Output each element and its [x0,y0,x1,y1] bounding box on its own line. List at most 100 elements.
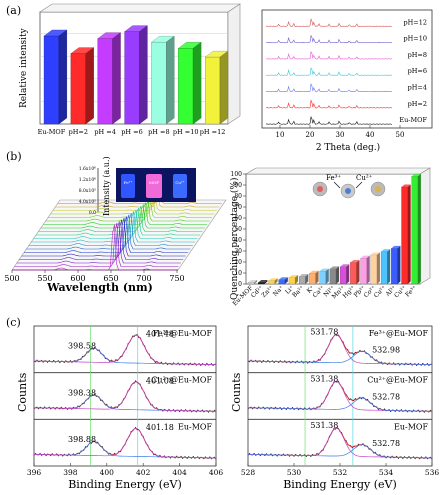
quench-ytick: 80 [234,193,242,200]
quench-bar-top [329,266,340,269]
xps-peak-label-1: 531.78 [310,328,338,337]
quench-bar [380,251,388,285]
spectrum-trace [38,206,203,232]
bar-category-label: Eu-MOF [38,128,66,136]
xrd-trace [265,115,393,125]
quench-bar-side [274,278,278,284]
bar-category-label: pH =4 [94,128,115,136]
bar-front [43,35,60,125]
xps-xtick: 402 [136,468,151,477]
xrd-trace-label: pH=10 [403,35,427,43]
quench-bar-side [284,277,288,284]
spectrum-xtick: 750 [169,274,184,283]
xrd-trace [265,51,393,60]
bar-front [178,48,194,125]
xrd-xtick: 10 [276,131,285,139]
quench-bar [370,254,378,285]
xps-component-2 [33,381,216,412]
quench-bar-top [258,280,268,283]
quench-category-label: Fe³⁺ [404,284,418,298]
xrd-trace-label: pH=4 [408,84,427,92]
bar-front [151,41,167,125]
quench-ytick: 90 [234,182,242,189]
spectrum-trace [28,213,193,246]
quench-ytick: 10 [234,270,242,277]
b-quench-inset-cu: Cu²⁺ [356,174,373,182]
b-xlabel: Wavelength (nm) [46,281,153,294]
c-right-ylabel: Counts [230,372,243,412]
quench-bar-side [407,184,411,284]
c-left-xlabel: Binding Energy (eV) [68,478,182,491]
xrd-trace-label: pH=6 [408,67,427,75]
quench-bar-side [315,270,319,284]
quench-ytick: 50 [234,226,242,233]
spectrum-ztick: 4.0x10⁵ [79,199,96,205]
bar-front [204,56,221,125]
bar-chart-relative-intensity: Eu-MOF pH=2 pH =4 pH =6 pH =8 pH =10 pH =12 Re… [19,3,241,136]
quench-bar-side [366,255,370,284]
quench-bar [319,270,326,285]
quench-bar [350,262,357,285]
xrd-xtick: 50 [396,131,405,139]
quench-bar-side [356,259,360,284]
a-xrd-xlabel: 2 Theta (deg.) [316,142,380,153]
bar-front [124,31,140,125]
spectrum-ztick: 1.6x10⁶ [79,166,96,172]
spectrum-trace [52,195,217,211]
xps-xtick: 532 [333,468,348,477]
spectrum-trace [19,219,184,260]
emission-spectra-3d: 500 550 600 650 700 750 0.0 4.0x10⁵ 8.0x10⁵ 1.2x… [4,156,227,294]
xps-component-2 [248,444,432,459]
quench-bar-side [305,273,309,284]
quench-bar-side [295,275,299,284]
spectrum-trace [40,203,205,229]
xps-chart-right: Fe³⁺@Eu-MOF 531.78 532.98 Cu²⁺@Eu-MOF 531.38… [230,325,440,491]
quench-bar [309,273,316,285]
xps-peak-label-1: 398.88 [68,435,96,444]
quench-bar-top [360,255,370,259]
bar-category-label: pH=2 [69,128,88,136]
b-quench-ylabel: Quenching percentage (%) [229,178,240,301]
quench-ytick: 40 [234,237,242,244]
xrd-trace-label: pH=2 [408,100,427,108]
bar-side [85,47,94,125]
spectrum-trace [12,224,176,271]
xps-component-2 [248,350,433,366]
xps-peak-label-2: 532.78 [372,439,400,448]
quench-ytick: 70 [234,204,242,211]
quench-bar-top [401,184,411,187]
a-ylabel: Relative intensity [19,27,29,108]
vial-mof [146,174,162,198]
quench-bar-top [248,280,258,283]
b-inset-photo: Fe³⁺ MOF Cu²⁺ [116,168,196,202]
spectrum-trace [33,209,198,239]
xrd-trace [265,67,393,76]
xps-xtick: 536 [425,468,440,477]
quench-bar-side [417,173,421,284]
spectrum-xtick: 700 [136,274,151,283]
spectrum-trace [31,211,196,243]
spectrum-trace [50,197,215,215]
xps-trace-label: Cu²⁺@Eu-MOF [151,376,212,385]
quench-bar-side [346,264,350,284]
panel-c-label: (c) [6,316,21,329]
quench-bar-top [288,275,299,278]
quench-ytick: 0 [238,281,242,288]
quench-bar [247,282,255,285]
c-left-ylabel: Counts [16,372,29,412]
bar-category-label: pH =12 [200,128,226,136]
xrd-trace [265,18,392,27]
quench-bar [268,280,275,285]
xps-raw [33,426,217,460]
bar-category-label: pH =8 [148,128,169,136]
xrd-trace-label: pH=12 [403,18,427,26]
b-inset-cu: Cu²⁺ [175,180,184,185]
spectrum-trace [16,221,181,264]
quench-category-label: Ba²⁺ [291,284,306,299]
quench-bar-top [309,270,319,274]
spectrum-ztick: 1.2x10⁶ [79,177,96,183]
spectrum-trace [57,192,222,204]
quench-bar [278,279,285,285]
arrow-icon [333,181,341,189]
vial-cu [173,174,187,198]
